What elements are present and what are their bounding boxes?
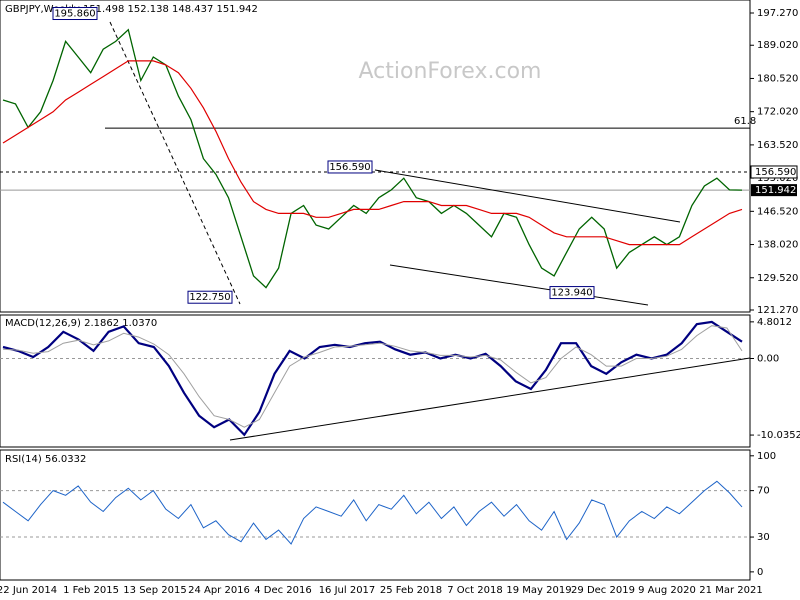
y-tick-label: 180.520 — [757, 73, 798, 84]
macd-line — [2, 325, 743, 428]
price-label: 195.860 — [54, 9, 95, 20]
rsi-line — [2, 480, 743, 545]
y-tick-label: 163.520 — [757, 140, 798, 151]
x-tick-label: 21 Mar 2021 — [699, 585, 762, 596]
rsi-title: RSI(14) 56.0332 — [5, 454, 86, 465]
macd-panel — [0, 314, 751, 448]
price-label-box — [549, 286, 595, 300]
y-tick-label: 197.270 — [757, 8, 798, 19]
axis-label: 151.942 — [755, 185, 796, 196]
price-panel — [0, 0, 751, 313]
x-tick-label: 7 Oct 2018 — [447, 585, 502, 596]
macd-title: MACD(12,26,9) 2.1862 1.0370 — [5, 318, 157, 329]
y-tick-label: 155.020 — [757, 173, 798, 184]
chart-title: GBPJPY,Weekly 151.498 152.138 148.437 15… — [5, 4, 258, 15]
y-tick-label: 129.520 — [757, 273, 798, 284]
y-tick-label: 0.00 — [757, 353, 779, 364]
y-tick-label: 138.020 — [757, 240, 798, 251]
watermark: ActionForex.com — [359, 59, 542, 84]
x-tick-label: 22 Jun 2014 — [0, 585, 57, 596]
x-tick-label: 4 Dec 2016 — [254, 585, 312, 596]
price-label-box — [52, 7, 98, 21]
trend-line — [389, 264, 649, 306]
x-tick-label: 1 Feb 2015 — [63, 585, 119, 596]
price-label-box — [187, 290, 233, 304]
y-tick-label: 121.270 — [757, 305, 798, 316]
axis-label: 156.590 — [755, 167, 796, 178]
price-line — [2, 60, 743, 246]
x-tick-label: 9 Aug 2020 — [638, 585, 696, 596]
x-tick-label: 16 Jul 2017 — [319, 585, 376, 596]
trend-line — [374, 169, 681, 223]
axis-label-box — [750, 165, 798, 179]
x-tick-label: 24 Apr 2016 — [188, 585, 250, 596]
y-tick-label: 0 — [757, 567, 763, 578]
y-tick-label: 146.520 — [757, 206, 798, 217]
price-label: 156.590 — [329, 162, 370, 173]
y-tick-label: 30 — [757, 532, 770, 543]
y-tick-label: 172.020 — [757, 107, 798, 118]
y-tick-label: 4.8012 — [757, 317, 792, 328]
x-tick-label: 13 Sep 2015 — [123, 585, 186, 596]
y-tick-label: 100 — [757, 451, 776, 462]
trend-line — [109, 21, 241, 305]
x-tick-label: 19 May 2019 — [506, 585, 571, 596]
axis-label-box — [751, 184, 797, 197]
price-label-box — [327, 160, 373, 174]
macd-line — [2, 320, 743, 437]
rsi-panel — [0, 449, 751, 581]
price-line — [2, 28, 743, 289]
y-tick-label: 70 — [757, 486, 770, 497]
x-tick-label: 25 Feb 2018 — [380, 585, 442, 596]
y-tick-label: -10.0352 — [757, 430, 800, 441]
fib-label: 61.8 — [734, 116, 756, 127]
y-tick-label: 189.020 — [757, 40, 798, 51]
price-label: 123.940 — [551, 288, 592, 299]
price-label: 122.750 — [189, 292, 230, 303]
trend-line — [229, 357, 751, 441]
x-tick-label: 29 Dec 2019 — [571, 585, 635, 596]
